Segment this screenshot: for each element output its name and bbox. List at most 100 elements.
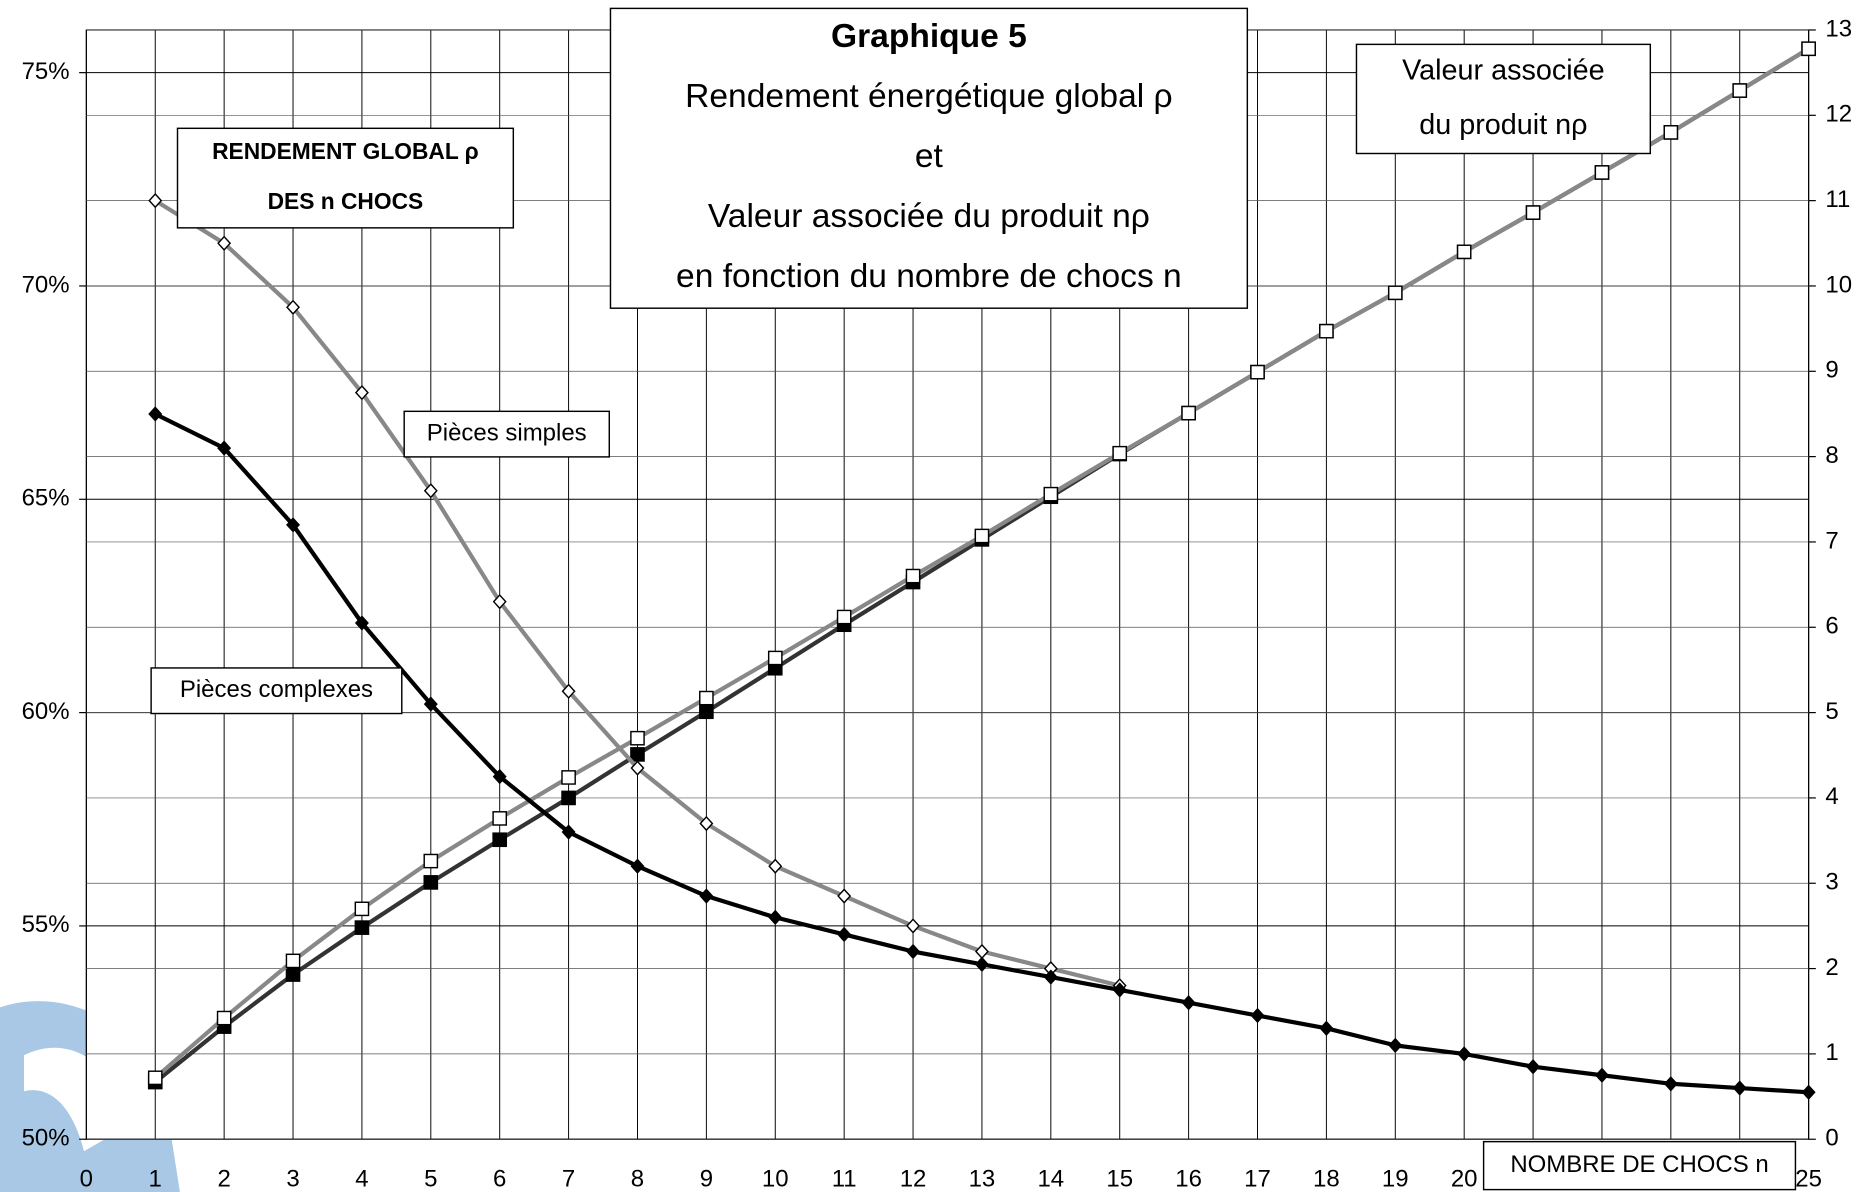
marker xyxy=(906,918,921,934)
marker xyxy=(699,888,714,904)
y2-axis-label-box xyxy=(1355,43,1652,155)
y2-tick-label: 0 xyxy=(1825,1125,1838,1152)
marker xyxy=(1250,364,1265,380)
y-tick-label: 65% xyxy=(22,485,70,512)
marker xyxy=(630,730,645,746)
annotation: Pièces simples xyxy=(427,419,587,446)
y-tick-label: 75% xyxy=(22,58,70,85)
marker xyxy=(492,811,508,826)
marker xyxy=(630,760,645,776)
marker xyxy=(1387,285,1403,301)
chart-title: Graphique 5 xyxy=(831,18,1027,55)
chart-title: Rendement énergétique global ρ xyxy=(685,78,1172,115)
marker xyxy=(217,440,232,456)
marker xyxy=(1801,1084,1816,1100)
marker xyxy=(561,824,576,840)
y2-tick-label: 1 xyxy=(1825,1039,1838,1066)
marker xyxy=(699,815,714,832)
marker xyxy=(837,888,852,904)
marker xyxy=(768,858,783,874)
y2-tick-label: 12 xyxy=(1825,101,1852,128)
annotation-box xyxy=(403,410,610,458)
y-tick-label: 70% xyxy=(22,271,70,298)
marker xyxy=(561,683,576,699)
marker xyxy=(1250,1007,1265,1024)
x-tick-label: 1 xyxy=(149,1165,162,1192)
y2-tick-label: 11 xyxy=(1825,186,1850,213)
x-tick-label: 14 xyxy=(1037,1165,1064,1192)
chart-title: et xyxy=(915,138,944,175)
marker xyxy=(1181,995,1196,1011)
marker xyxy=(354,615,369,631)
marker xyxy=(974,956,989,972)
marker xyxy=(216,1010,232,1026)
marker xyxy=(423,853,439,869)
y-axis-label-box xyxy=(176,127,515,229)
marker xyxy=(1181,405,1196,421)
marker xyxy=(354,920,370,935)
marker xyxy=(492,768,507,785)
marker xyxy=(423,696,438,712)
marker xyxy=(1112,445,1128,461)
y2-tick-label: 10 xyxy=(1825,271,1852,298)
marker xyxy=(974,528,990,544)
x-tick-label: 19 xyxy=(1382,1165,1409,1192)
marker xyxy=(147,1070,163,1086)
marker xyxy=(1388,1037,1403,1054)
marker xyxy=(285,953,301,969)
x-tick-label: 25 xyxy=(1795,1165,1822,1192)
marker xyxy=(1663,1076,1678,1092)
x-tick-label: 8 xyxy=(631,1165,644,1192)
marker xyxy=(217,235,232,251)
marker xyxy=(561,790,576,806)
y-tick-label: 50% xyxy=(22,1125,70,1152)
x-tick-label: 12 xyxy=(900,1165,927,1192)
x-tick-label: 2 xyxy=(217,1165,230,1192)
marker xyxy=(1594,1067,1609,1083)
marker xyxy=(148,406,163,422)
marker xyxy=(1112,982,1127,998)
marker xyxy=(1319,1020,1334,1036)
y-tick-label: 60% xyxy=(22,698,70,725)
marker xyxy=(354,384,369,401)
marker xyxy=(1732,1080,1747,1096)
marker xyxy=(1594,165,1610,180)
marker xyxy=(423,875,439,890)
marker xyxy=(837,926,852,943)
y2-axis-label: du produit nρ xyxy=(1419,109,1587,141)
y2-tick-label: 5 xyxy=(1825,698,1838,725)
marker xyxy=(906,943,921,960)
y2-tick-label: 4 xyxy=(1825,783,1838,810)
x-tick-label: 20 xyxy=(1451,1165,1478,1192)
x-tick-label: 17 xyxy=(1244,1165,1271,1192)
x-tick-label: 5 xyxy=(424,1165,437,1192)
marker xyxy=(630,747,645,762)
x-tick-label: 7 xyxy=(562,1165,575,1192)
x-tick-label: 16 xyxy=(1175,1165,1202,1192)
marker xyxy=(1457,1046,1472,1062)
y-axis-label: DES n CHOCS xyxy=(268,188,424,214)
x-tick-label: 9 xyxy=(700,1165,713,1192)
x-tick-label: 0 xyxy=(80,1165,93,1192)
marker xyxy=(1526,1059,1541,1075)
marker xyxy=(1663,125,1679,140)
y2-tick-label: 7 xyxy=(1825,527,1838,554)
x-tick-label: 10 xyxy=(762,1165,789,1192)
y2-tick-label: 6 xyxy=(1825,613,1838,640)
x-axis-label: NOMBRE DE CHOCS n xyxy=(1510,1151,1768,1178)
marker xyxy=(767,650,783,666)
marker xyxy=(492,594,507,610)
chart-title-box xyxy=(609,7,1249,309)
y2-tick-label: 9 xyxy=(1825,357,1838,384)
marker xyxy=(836,609,852,625)
marker xyxy=(148,192,163,209)
chart-title: en fonction du nombre de chocs n xyxy=(676,258,1182,295)
y-tick-label: 55% xyxy=(22,911,70,938)
marker xyxy=(699,690,714,706)
y2-tick-label: 3 xyxy=(1825,869,1838,896)
marker xyxy=(1043,969,1058,985)
y2-tick-label: 8 xyxy=(1825,442,1838,469)
marker xyxy=(1801,41,1816,57)
marker xyxy=(905,568,921,584)
